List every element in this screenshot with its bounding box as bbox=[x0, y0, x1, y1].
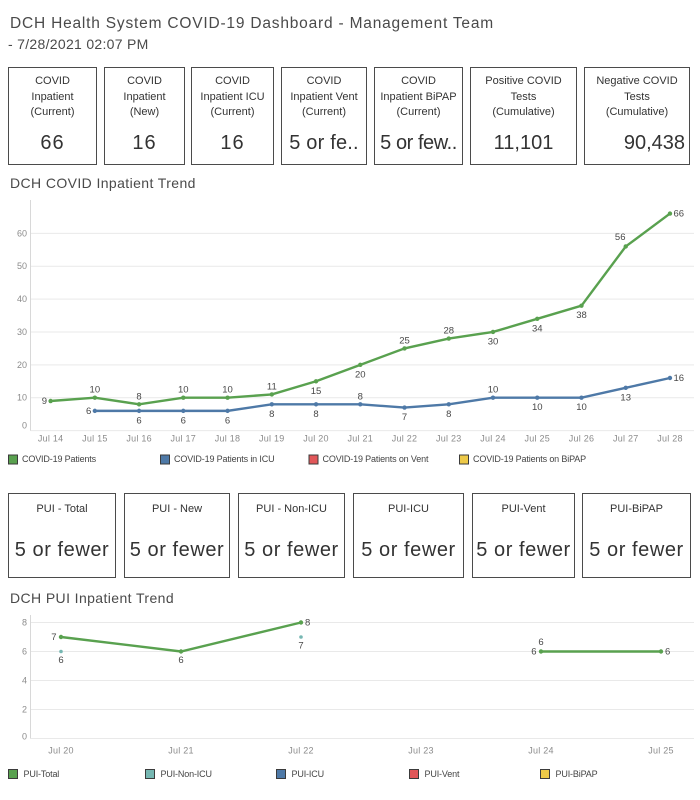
svg-text:Jul 16: Jul 16 bbox=[126, 434, 152, 444]
svg-text:8: 8 bbox=[358, 391, 363, 402]
svg-text:7: 7 bbox=[51, 632, 56, 643]
svg-text:Jul 21: Jul 21 bbox=[168, 746, 194, 756]
svg-text:6: 6 bbox=[225, 415, 230, 426]
svg-text:COVID-19 Patients in ICU: COVID-19 Patients in ICU bbox=[174, 454, 274, 464]
svg-text:50: 50 bbox=[17, 261, 27, 271]
svg-text:Jul 21: Jul 21 bbox=[348, 434, 374, 444]
svg-text:30: 30 bbox=[488, 336, 499, 347]
svg-text:Jul 23: Jul 23 bbox=[436, 434, 462, 444]
svg-text:6: 6 bbox=[86, 406, 91, 417]
svg-text:Jul 20: Jul 20 bbox=[303, 434, 329, 444]
svg-text:25: 25 bbox=[399, 335, 410, 346]
svg-text:Jul 14: Jul 14 bbox=[38, 434, 64, 444]
svg-text:0: 0 bbox=[22, 421, 27, 431]
svg-text:6: 6 bbox=[178, 655, 183, 666]
svg-text:15: 15 bbox=[311, 386, 322, 397]
svg-text:Jul 22: Jul 22 bbox=[392, 434, 418, 444]
svg-text:66: 66 bbox=[673, 209, 684, 220]
svg-text:10: 10 bbox=[222, 385, 233, 396]
svg-text:34: 34 bbox=[532, 323, 543, 334]
svg-text:16: 16 bbox=[673, 373, 684, 384]
svg-text:PUI-Non-ICU: PUI-Non-ICU bbox=[161, 769, 212, 779]
svg-text:4: 4 bbox=[22, 676, 27, 686]
svg-text:PUI-ICU: PUI-ICU bbox=[292, 769, 324, 779]
svg-text:10: 10 bbox=[532, 402, 543, 413]
svg-text:6: 6 bbox=[665, 647, 670, 658]
svg-text:10: 10 bbox=[178, 385, 189, 396]
svg-text:20: 20 bbox=[17, 360, 27, 370]
svg-text:2: 2 bbox=[22, 705, 27, 715]
svg-text:6: 6 bbox=[58, 655, 63, 666]
svg-text:Jul 25: Jul 25 bbox=[648, 746, 674, 756]
svg-text:Jul 23: Jul 23 bbox=[408, 746, 434, 756]
svg-text:8: 8 bbox=[22, 618, 27, 628]
svg-text:Jul 24: Jul 24 bbox=[528, 746, 554, 756]
svg-text:8: 8 bbox=[136, 391, 141, 402]
svg-text:6: 6 bbox=[136, 415, 141, 426]
svg-text:Jul 22: Jul 22 bbox=[288, 746, 314, 756]
svg-text:Jul 15: Jul 15 bbox=[82, 434, 108, 444]
svg-text:6: 6 bbox=[531, 647, 536, 658]
svg-text:10: 10 bbox=[488, 385, 499, 396]
svg-text:0: 0 bbox=[22, 732, 27, 742]
svg-text:Jul 27: Jul 27 bbox=[613, 434, 639, 444]
svg-text:Jul 18: Jul 18 bbox=[215, 434, 241, 444]
svg-text:9: 9 bbox=[42, 396, 47, 407]
svg-text:COVID-19 Patients: COVID-19 Patients bbox=[22, 454, 97, 464]
svg-text:PUI-Vent: PUI-Vent bbox=[425, 769, 460, 779]
svg-text:6: 6 bbox=[22, 647, 27, 657]
svg-text:20: 20 bbox=[355, 369, 366, 380]
svg-text:30: 30 bbox=[17, 327, 27, 337]
svg-text:10: 10 bbox=[576, 402, 587, 413]
svg-text:10: 10 bbox=[17, 393, 27, 403]
svg-text:PUI-BiPAP: PUI-BiPAP bbox=[556, 769, 598, 779]
svg-text:11: 11 bbox=[267, 381, 277, 392]
svg-text:8: 8 bbox=[446, 409, 451, 420]
svg-text:6: 6 bbox=[538, 637, 543, 648]
svg-text:13: 13 bbox=[620, 392, 631, 403]
svg-text:Jul 17: Jul 17 bbox=[171, 434, 197, 444]
svg-text:10: 10 bbox=[90, 385, 101, 396]
svg-text:Jul 24: Jul 24 bbox=[480, 434, 506, 444]
svg-text:Jul 19: Jul 19 bbox=[259, 434, 285, 444]
svg-text:6: 6 bbox=[181, 415, 186, 426]
svg-text:Jul 26: Jul 26 bbox=[569, 434, 595, 444]
svg-text:28: 28 bbox=[443, 326, 454, 337]
svg-text:PUI-Total: PUI-Total bbox=[24, 769, 60, 779]
svg-text:40: 40 bbox=[17, 294, 27, 304]
svg-text:Jul 20: Jul 20 bbox=[48, 746, 74, 756]
svg-text:7: 7 bbox=[298, 641, 303, 652]
svg-text:38: 38 bbox=[576, 310, 587, 321]
svg-text:Jul 28: Jul 28 bbox=[657, 434, 683, 444]
svg-text:7: 7 bbox=[402, 412, 407, 423]
svg-text:COVID-19 Patients on Vent: COVID-19 Patients on Vent bbox=[323, 454, 429, 464]
svg-text:60: 60 bbox=[17, 228, 27, 238]
svg-text:56: 56 bbox=[615, 232, 626, 243]
svg-text:8: 8 bbox=[269, 409, 274, 420]
svg-text:COVID-19 Patients on BiPAP: COVID-19 Patients on BiPAP bbox=[473, 454, 586, 464]
svg-text:8: 8 bbox=[313, 409, 318, 420]
svg-text:8: 8 bbox=[305, 618, 310, 629]
svg-text:Jul 25: Jul 25 bbox=[524, 434, 550, 444]
